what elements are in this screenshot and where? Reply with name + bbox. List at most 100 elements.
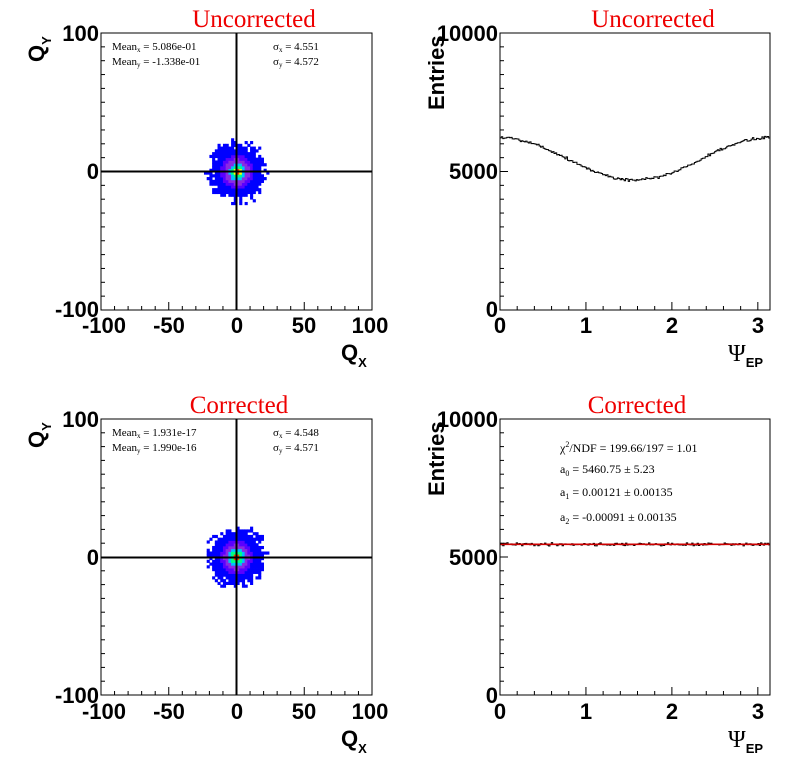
heatmap-cell: [228, 146, 232, 150]
heatmap-cell: [236, 581, 240, 585]
heatmap-cell: [236, 154, 240, 159]
heatmap-cell: [206, 540, 210, 544]
heatmap-cell: [247, 157, 251, 161]
heatmap-cell: [258, 171, 262, 175]
heatmap-cell: [214, 573, 218, 577]
heatmap-cell: [206, 554, 210, 558]
y-axis-label: Entries: [424, 35, 449, 110]
heatmap-cell: [231, 160, 235, 164]
heatmap-cell: [222, 163, 227, 167]
heatmap-cell: [250, 537, 254, 541]
heatmap-cell: [250, 168, 254, 172]
heatmap-cell: [247, 554, 251, 558]
heatmap-cell: [233, 584, 237, 588]
heatmap-cell: [239, 190, 243, 195]
heatmap-cell: [228, 174, 232, 178]
heatmap-cell: [225, 568, 229, 572]
heatmap-cell: [244, 190, 248, 195]
heatmap-cell: [258, 168, 262, 172]
heatmap-cell: [250, 149, 254, 153]
heatmap-cell: [241, 537, 246, 541]
heatmap-cell: [244, 551, 248, 555]
heatmap-cell: [260, 163, 264, 167]
heatmap-cell: [209, 154, 213, 159]
heatmap-cell: [255, 537, 259, 541]
heatmap-cell: [247, 570, 251, 574]
heatmap-cell: [244, 165, 248, 170]
heatmap-cell: [241, 154, 246, 159]
heatmap-cell: [258, 565, 262, 569]
heatmap-cell: [233, 188, 237, 192]
heatmap-cell: [220, 182, 224, 186]
heatmap-cell: [236, 543, 240, 547]
heatmap-cell: [239, 188, 243, 192]
heatmap-cell: [233, 182, 237, 186]
heatmap-cell: [258, 177, 262, 181]
heatmap-cell: [252, 177, 256, 181]
heatmap-cell: [214, 190, 218, 195]
heatmap-cell: [252, 570, 256, 574]
heatmap-cell: [252, 152, 256, 156]
stat-mean-x: Meanx = 1.931e-17: [112, 427, 197, 440]
y-tick-labels: 100 0 -100: [55, 407, 99, 708]
heatmap-cell: [212, 152, 216, 156]
heatmap-cell: [233, 579, 237, 583]
heatmap-cell: [233, 199, 237, 203]
x-tick-label: 0: [494, 699, 506, 724]
heatmap-cell: [212, 182, 216, 186]
heatmap-cell: [247, 565, 251, 569]
heatmap-cell: [222, 568, 227, 572]
y-axis-label: Entries: [424, 421, 449, 496]
heatmap-cell: [236, 171, 240, 175]
y-tick-labels: 10000 5000 0: [437, 407, 498, 708]
heatmap-cell: [212, 562, 216, 566]
heatmap-cell: [212, 576, 216, 580]
axis-ticks: [499, 32, 759, 311]
heatmap-cell: [258, 179, 262, 183]
heatmap-cell: [250, 570, 254, 574]
heatmap-cell: [212, 165, 216, 170]
heatmap-cell: [255, 559, 259, 563]
heatmap-cell: [228, 576, 232, 580]
heatmap-cell: [231, 182, 235, 186]
heatmap-cell: [241, 562, 246, 566]
heatmap-cell: [255, 576, 259, 580]
fit-a1: a1 = 0.00121 ± 0.00135: [560, 485, 673, 501]
heatmap-cell: [239, 557, 243, 561]
x-tick-label: 3: [752, 313, 764, 338]
heatmap-cell: [247, 185, 251, 189]
heatmap-cell: [231, 165, 235, 170]
heatmap-cell: [231, 573, 235, 577]
heatmap-cell: [225, 157, 229, 161]
heatmap-cell: [250, 534, 254, 539]
heatmap-cell: [236, 565, 240, 569]
heatmap-cell: [217, 581, 221, 585]
heatmap-cell: [233, 185, 237, 189]
heatmap-cell: [241, 165, 246, 170]
heatmap-cell: [231, 548, 235, 552]
heatmap-cell: [236, 177, 240, 181]
heatmap-cell: [222, 573, 227, 577]
heatmap-cell: [233, 196, 237, 200]
heatmap-cell: [217, 171, 221, 175]
heatmap-cell: [255, 568, 259, 572]
heatmap-cell: [217, 576, 221, 580]
heatmap-cell: [252, 154, 256, 159]
histogram-series: [500, 542, 770, 547]
heatmap-cell: [252, 149, 256, 153]
heatmap-cell: [244, 168, 248, 172]
heatmap-cell: [220, 562, 224, 566]
heatmap-cell: [260, 157, 264, 161]
heatmap-cell: [217, 146, 221, 150]
heatmap-cell: [252, 557, 256, 561]
heatmap-cell: [252, 179, 256, 183]
heatmap-cell: [214, 562, 218, 566]
heatmap-cell: [220, 174, 224, 178]
heatmap-cell: [214, 163, 218, 167]
heatmap-cell: [250, 157, 254, 161]
plot-frame: [499, 418, 771, 696]
x-tick-label: 2: [666, 699, 678, 724]
heatmap-cell: [225, 174, 229, 178]
heatmap-cell: [222, 557, 227, 561]
heatmap-cell: [214, 188, 218, 192]
